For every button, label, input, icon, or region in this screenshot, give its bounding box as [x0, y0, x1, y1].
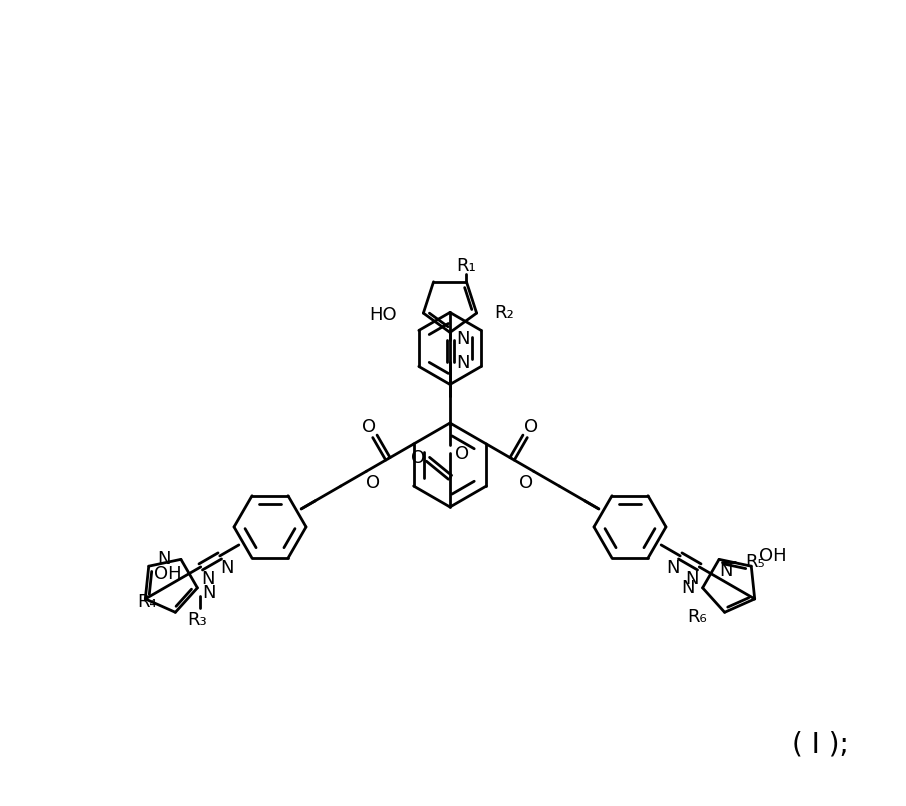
Text: N: N	[201, 570, 215, 588]
Text: OH: OH	[154, 565, 181, 584]
Text: R₄: R₄	[138, 593, 158, 611]
Text: OH: OH	[759, 547, 787, 565]
Text: N: N	[220, 559, 234, 577]
Text: N: N	[457, 355, 469, 372]
Text: N: N	[158, 550, 171, 568]
Text: R₃: R₃	[188, 611, 207, 629]
Text: O: O	[524, 418, 537, 436]
Text: N: N	[719, 563, 733, 580]
Text: N: N	[457, 330, 469, 348]
Text: N: N	[667, 559, 680, 577]
Text: O: O	[519, 475, 534, 492]
Text: N: N	[681, 579, 695, 597]
Text: HO: HO	[370, 306, 398, 324]
Text: R₅: R₅	[745, 554, 765, 571]
Text: O: O	[362, 418, 377, 436]
Text: O: O	[366, 475, 381, 492]
Text: R₂: R₂	[495, 304, 515, 322]
Text: N: N	[686, 570, 699, 588]
Text: R₁: R₁	[457, 257, 477, 275]
Text: O: O	[455, 445, 469, 463]
Text: N: N	[202, 584, 216, 602]
Text: R₆: R₆	[687, 609, 707, 626]
Text: O: O	[411, 449, 425, 467]
Text: ( I );: ( I );	[792, 731, 848, 759]
